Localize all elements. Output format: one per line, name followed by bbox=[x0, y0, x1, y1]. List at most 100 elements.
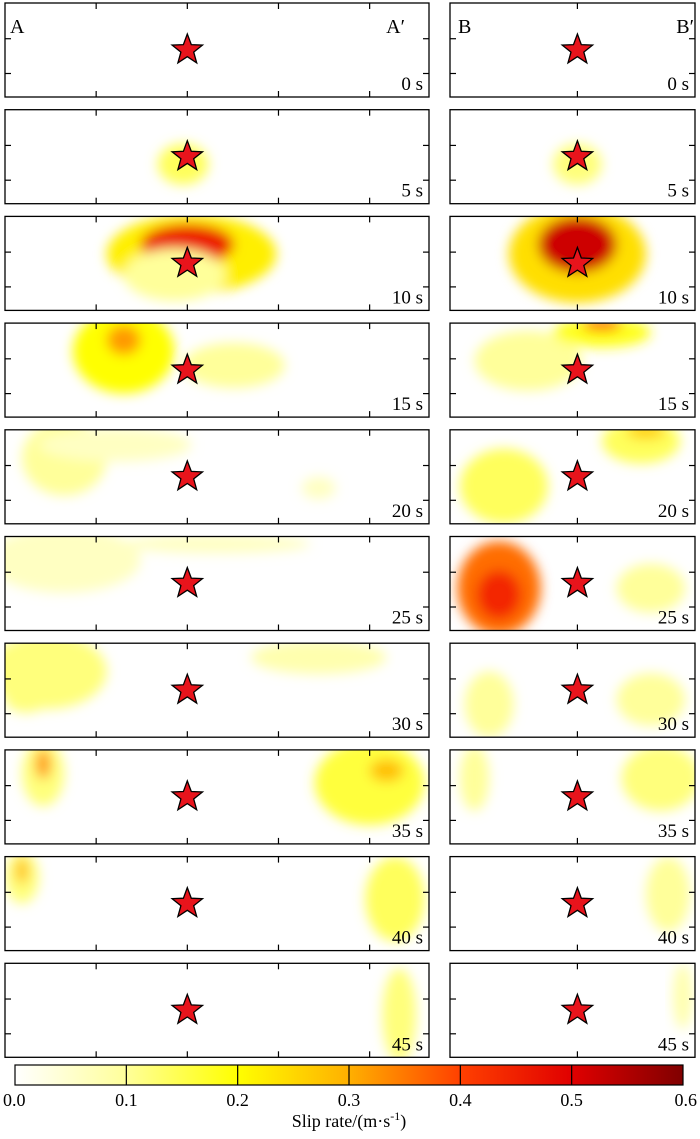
hypocenter-star-icon bbox=[170, 138, 205, 172]
panel-frame bbox=[4, 749, 430, 845]
hypocenter-star-icon bbox=[170, 672, 205, 705]
colorbar-ticks: 0.0 0.1 0.2 0.3 0.4 0.5 0.6 bbox=[3, 1065, 697, 1110]
panel-ticks bbox=[450, 856, 695, 951]
slip-patch-right-9-0 bbox=[672, 963, 693, 1030]
panel-left-6: 30 s bbox=[4, 642, 430, 738]
slip-patch-left-8-1 bbox=[15, 857, 29, 884]
colorbar: 0.0 0.1 0.2 0.3 0.4 0.5 0.6 Slip rate/(m·s-1) bbox=[3, 1064, 697, 1132]
panel-frame bbox=[4, 642, 430, 738]
panel-ticks bbox=[450, 3, 695, 97]
panel-ticks bbox=[5, 856, 429, 951]
panel-frame bbox=[4, 535, 430, 632]
hypocenter-star-icon bbox=[170, 32, 205, 65]
label-b-prime: B′ bbox=[676, 16, 694, 38]
slip-patch-left-5-1 bbox=[123, 536, 311, 554]
colorbar-tick-label: 0.2 bbox=[226, 1090, 249, 1110]
time-label-right: 10 s bbox=[658, 287, 689, 308]
label-a-prime: A′ bbox=[386, 16, 405, 38]
hypocenter-star-icon bbox=[170, 779, 205, 812]
panel-frame bbox=[4, 109, 430, 205]
colorbar-tick-label: 0.3 bbox=[338, 1090, 361, 1110]
hypocenter-star-icon bbox=[170, 352, 205, 385]
hypocenter-star-icon bbox=[170, 992, 205, 1025]
hypocenter-star-icon bbox=[560, 32, 595, 65]
panel-frame bbox=[4, 322, 430, 418]
panel-ticks bbox=[450, 109, 695, 204]
slip-patch-right-7-1 bbox=[621, 749, 695, 811]
panel-frame bbox=[449, 855, 696, 952]
time-label-left: 10 s bbox=[392, 287, 423, 308]
panel-left-7: 35 s bbox=[4, 749, 430, 845]
slip-patch-left-7-3 bbox=[369, 759, 404, 782]
label-b: B bbox=[458, 16, 471, 38]
slip-patch-right-4-1 bbox=[601, 429, 681, 464]
slip-patch-right-4-0 bbox=[459, 448, 548, 524]
panel-right-2: 10 s bbox=[449, 215, 696, 312]
slip-patch-left-5-0 bbox=[5, 536, 141, 593]
slip-patch-left-4-1 bbox=[38, 429, 192, 462]
panel-ticks bbox=[5, 536, 429, 631]
hypocenter-star-icon bbox=[170, 885, 205, 918]
panel-frame bbox=[449, 535, 696, 632]
label-a: A bbox=[10, 16, 25, 38]
panel-frame bbox=[449, 962, 696, 1058]
slip-patch-right-7-0 bbox=[459, 749, 490, 811]
panel-left-3: 15 s bbox=[4, 322, 430, 418]
panel-left-5: 25 s bbox=[4, 535, 430, 632]
snapshot-panels: 0 s 0 s 5 s 5 s 10 s 10 s 15 s 15 s 20 s 20 s 25 s… bbox=[4, 2, 696, 1058]
time-label-left: 25 s bbox=[392, 608, 423, 629]
colorbar-tick-label: 0.1 bbox=[115, 1090, 138, 1110]
panel-left-0: 0 s bbox=[4, 2, 430, 98]
time-label-right: 0 s bbox=[667, 74, 689, 95]
hypocenter-star-icon bbox=[560, 885, 595, 918]
panel-ticks bbox=[5, 643, 429, 738]
panel-left-4: 20 s bbox=[4, 429, 430, 525]
panel-frame bbox=[449, 215, 696, 312]
time-label-right: 25 s bbox=[658, 608, 689, 629]
slip-patch-left-3-1 bbox=[106, 324, 141, 356]
slip-patch-right-3-2 bbox=[582, 323, 622, 331]
colorbar-tick-label: 0.6 bbox=[675, 1090, 698, 1110]
panel-left-8: 40 s bbox=[4, 855, 430, 952]
colorbar-label: Slip rate/(m·s-1) bbox=[292, 1109, 406, 1132]
hypocenter-star-icon bbox=[170, 458, 205, 492]
slip-patch-right-2-1 bbox=[538, 216, 617, 273]
panel-left-2: 10 s bbox=[4, 215, 430, 312]
slip-patch-left-7-1 bbox=[35, 749, 51, 780]
panel-ticks bbox=[5, 749, 429, 844]
slip-patch-left-2-2 bbox=[123, 248, 226, 301]
time-label-right: 5 s bbox=[667, 181, 689, 202]
panel-right-6: 30 s bbox=[449, 642, 696, 738]
hypocenter-star-icon bbox=[170, 565, 205, 598]
time-label-left: 5 s bbox=[401, 181, 423, 202]
slip-patch-left-3-2 bbox=[183, 342, 285, 388]
colorbar-label-end: ) bbox=[400, 1111, 406, 1132]
panel-right-9: 45 s bbox=[449, 962, 696, 1058]
hypocenter-star-icon bbox=[560, 672, 595, 705]
time-label-right: 15 s bbox=[658, 394, 689, 415]
slip-patch-right-6-0 bbox=[464, 671, 514, 738]
hypocenter-star-icon bbox=[170, 245, 205, 278]
slip-patch-right-6-1 bbox=[616, 673, 686, 726]
time-label-right: 30 s bbox=[658, 714, 689, 735]
time-label-left: 30 s bbox=[392, 714, 423, 735]
panel-ticks bbox=[450, 536, 695, 631]
colorbar-label-main: Slip rate/(m·s bbox=[292, 1111, 390, 1132]
hypocenter-star-icon bbox=[560, 245, 595, 278]
panel-right-3: 15 s bbox=[449, 322, 696, 418]
panel-right-8: 40 s bbox=[449, 855, 696, 952]
time-label-left: 15 s bbox=[392, 394, 423, 415]
hypocenter-star-icon bbox=[560, 138, 595, 172]
panel-ticks bbox=[450, 216, 695, 311]
slip-patch-left-8-2 bbox=[365, 856, 425, 942]
slip-patch-right-5-2 bbox=[616, 563, 686, 613]
panel-right-4: 20 s bbox=[449, 429, 696, 525]
panel-ticks bbox=[450, 749, 695, 844]
panel-right-7: 35 s bbox=[449, 749, 696, 845]
hypocenter-star-icon bbox=[560, 779, 595, 812]
panel-frame bbox=[449, 749, 696, 845]
panel-frame bbox=[4, 855, 430, 952]
panel-ticks bbox=[5, 429, 429, 524]
colorbar-tick-label: 0.0 bbox=[3, 1090, 26, 1110]
